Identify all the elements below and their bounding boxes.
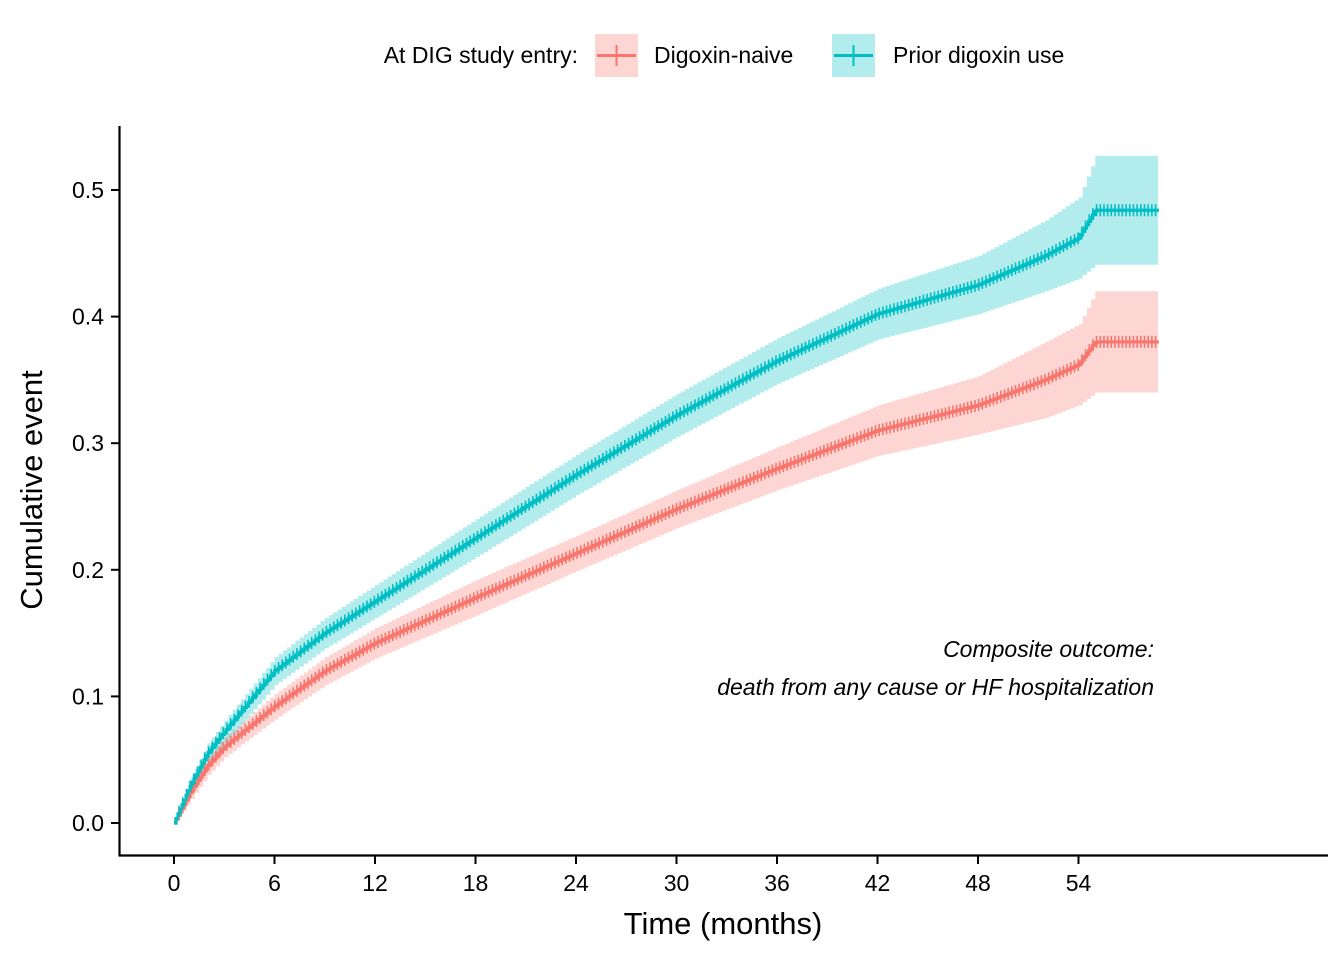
band-prior-digoxin-use [174, 155, 1159, 823]
x-tick-label: 6 [268, 870, 281, 896]
legend-label-prior-digoxin-use: Prior digoxin use [893, 42, 1064, 68]
x-axis-ticks: 0 6 12 18 24 30 36 42 48 54 [168, 855, 1092, 896]
x-tick-label: 48 [965, 870, 991, 896]
legend-key-digoxin-naive [595, 34, 638, 77]
y-tick-label: 0.1 [72, 683, 104, 709]
censor-prior-digoxin-use [178, 204, 1157, 818]
y-tick-label: 0.4 [72, 304, 104, 330]
x-axis-title: Time (months) [624, 906, 823, 941]
legend: At DIG study entry: Digoxin-naive Prior … [384, 34, 1064, 77]
y-axis-title: Cumulative event [14, 370, 49, 610]
legend-title: At DIG study entry: [384, 42, 578, 68]
x-tick-label: 36 [764, 870, 790, 896]
y-tick-label: 0.3 [72, 430, 104, 456]
x-tick-label: 12 [362, 870, 388, 896]
x-tick-label: 0 [168, 870, 181, 896]
y-tick-label: 0.0 [72, 810, 104, 836]
y-axis-ticks: 0.0 0.1 0.2 0.3 0.4 0.5 [72, 177, 120, 836]
legend-key-prior-digoxin-use [832, 34, 875, 77]
x-tick-label: 18 [463, 870, 489, 896]
confidence-bands [174, 155, 1159, 823]
annotation-line-1: Composite outcome: [943, 636, 1154, 662]
censor-marks [178, 204, 1157, 820]
annotation-line-2: death from any cause or HF hospitalizati… [717, 674, 1154, 700]
y-tick-label: 0.5 [72, 177, 104, 203]
band-digoxin-naive [174, 291, 1159, 823]
x-tick-label: 42 [865, 870, 891, 896]
x-tick-label: 24 [563, 870, 589, 896]
y-tick-label: 0.2 [72, 557, 104, 583]
x-tick-label: 54 [1066, 870, 1092, 896]
x-tick-label: 30 [664, 870, 690, 896]
legend-label-digoxin-naive: Digoxin-naive [654, 42, 793, 68]
